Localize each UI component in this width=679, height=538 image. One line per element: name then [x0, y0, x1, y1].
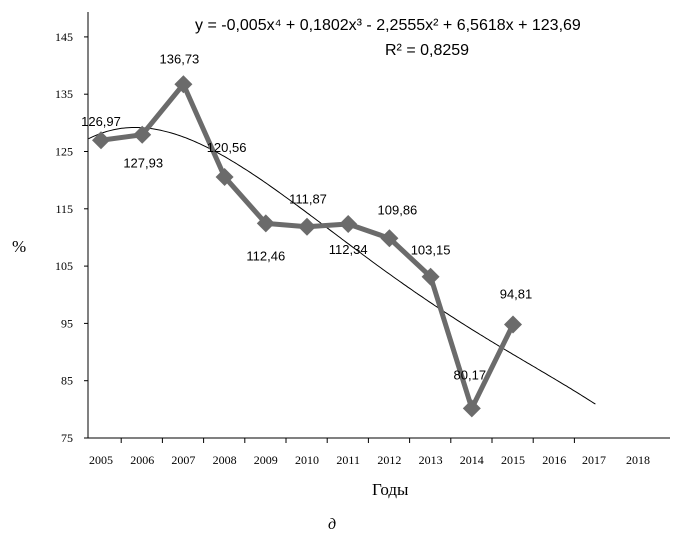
data-label: 126,97: [81, 114, 121, 129]
x-tick-label: 2010: [295, 453, 319, 467]
data-point-marker: [380, 229, 399, 248]
y-tick-label: 115: [55, 202, 73, 216]
x-tick-label: 2007: [171, 453, 195, 467]
tick-group: 75 85 95 105 115 125 135 145 2005 2006 2007 2008 200…: [55, 30, 650, 467]
data-label: 120,56: [207, 140, 247, 155]
x-tick-label: 2012: [377, 453, 401, 467]
figure-caption: д: [328, 516, 336, 533]
y-tick-label: 75: [61, 431, 73, 445]
y-tick-label: 125: [55, 145, 73, 159]
y-tick-label: 135: [55, 87, 73, 101]
data-point-marker: [298, 217, 316, 236]
x-tick-label: 2006: [130, 453, 154, 467]
y-tick-label: 95: [61, 316, 73, 330]
data-label: 109,86: [378, 202, 418, 217]
data-label: 127,93: [123, 156, 163, 171]
x-tick-label: 2009: [254, 453, 278, 467]
data-label: 112,46: [246, 248, 285, 263]
y-tick-label: 85: [61, 374, 73, 388]
marker-group: [92, 75, 522, 418]
x-tick-label: 2017: [582, 453, 606, 467]
data-point-marker: [174, 75, 193, 94]
data-label-group: 126,97 127,93 136,73 120,56 112,46 111,87 112,…: [81, 51, 532, 382]
x-tick-label: 2018: [626, 453, 650, 467]
data-point-marker: [92, 131, 110, 150]
y-tick-label: 105: [55, 259, 73, 273]
x-tick-label: 2014: [460, 453, 484, 467]
x-axis-title: Годы: [372, 480, 409, 499]
data-point-marker: [133, 125, 152, 144]
data-point-marker: [504, 315, 522, 334]
x-tick-label: 2008: [213, 453, 237, 467]
data-label: 80,17: [454, 367, 487, 382]
series-line: [100, 81, 516, 411]
data-label: 136,73: [160, 51, 200, 66]
data-label: 103,15: [411, 243, 451, 258]
data-label: 94,81: [500, 286, 533, 301]
data-label: 112,34: [329, 242, 368, 257]
y-tick-label: 145: [55, 30, 73, 44]
r-squared: R² = 0,8259: [385, 42, 469, 59]
x-tick-label: 2013: [419, 453, 443, 467]
x-tick-label: 2005: [89, 453, 113, 467]
x-tick-label: 2015: [501, 453, 525, 467]
data-point-marker: [256, 214, 275, 233]
data-point-marker: [462, 399, 481, 418]
data-label: 111,87: [289, 192, 327, 207]
data-point-marker: [215, 167, 234, 186]
trendline: [88, 127, 596, 405]
y-axis-title: %: [12, 237, 26, 256]
data-point-marker: [421, 267, 440, 286]
x-tick-label: 2011: [336, 453, 360, 467]
trendline-equation: y = -0,005x⁴ + 0,1802x³ - 2,2555x² + 6,5…: [195, 17, 581, 34]
x-tick-label: 2016: [542, 453, 566, 467]
data-point-marker: [339, 215, 358, 234]
